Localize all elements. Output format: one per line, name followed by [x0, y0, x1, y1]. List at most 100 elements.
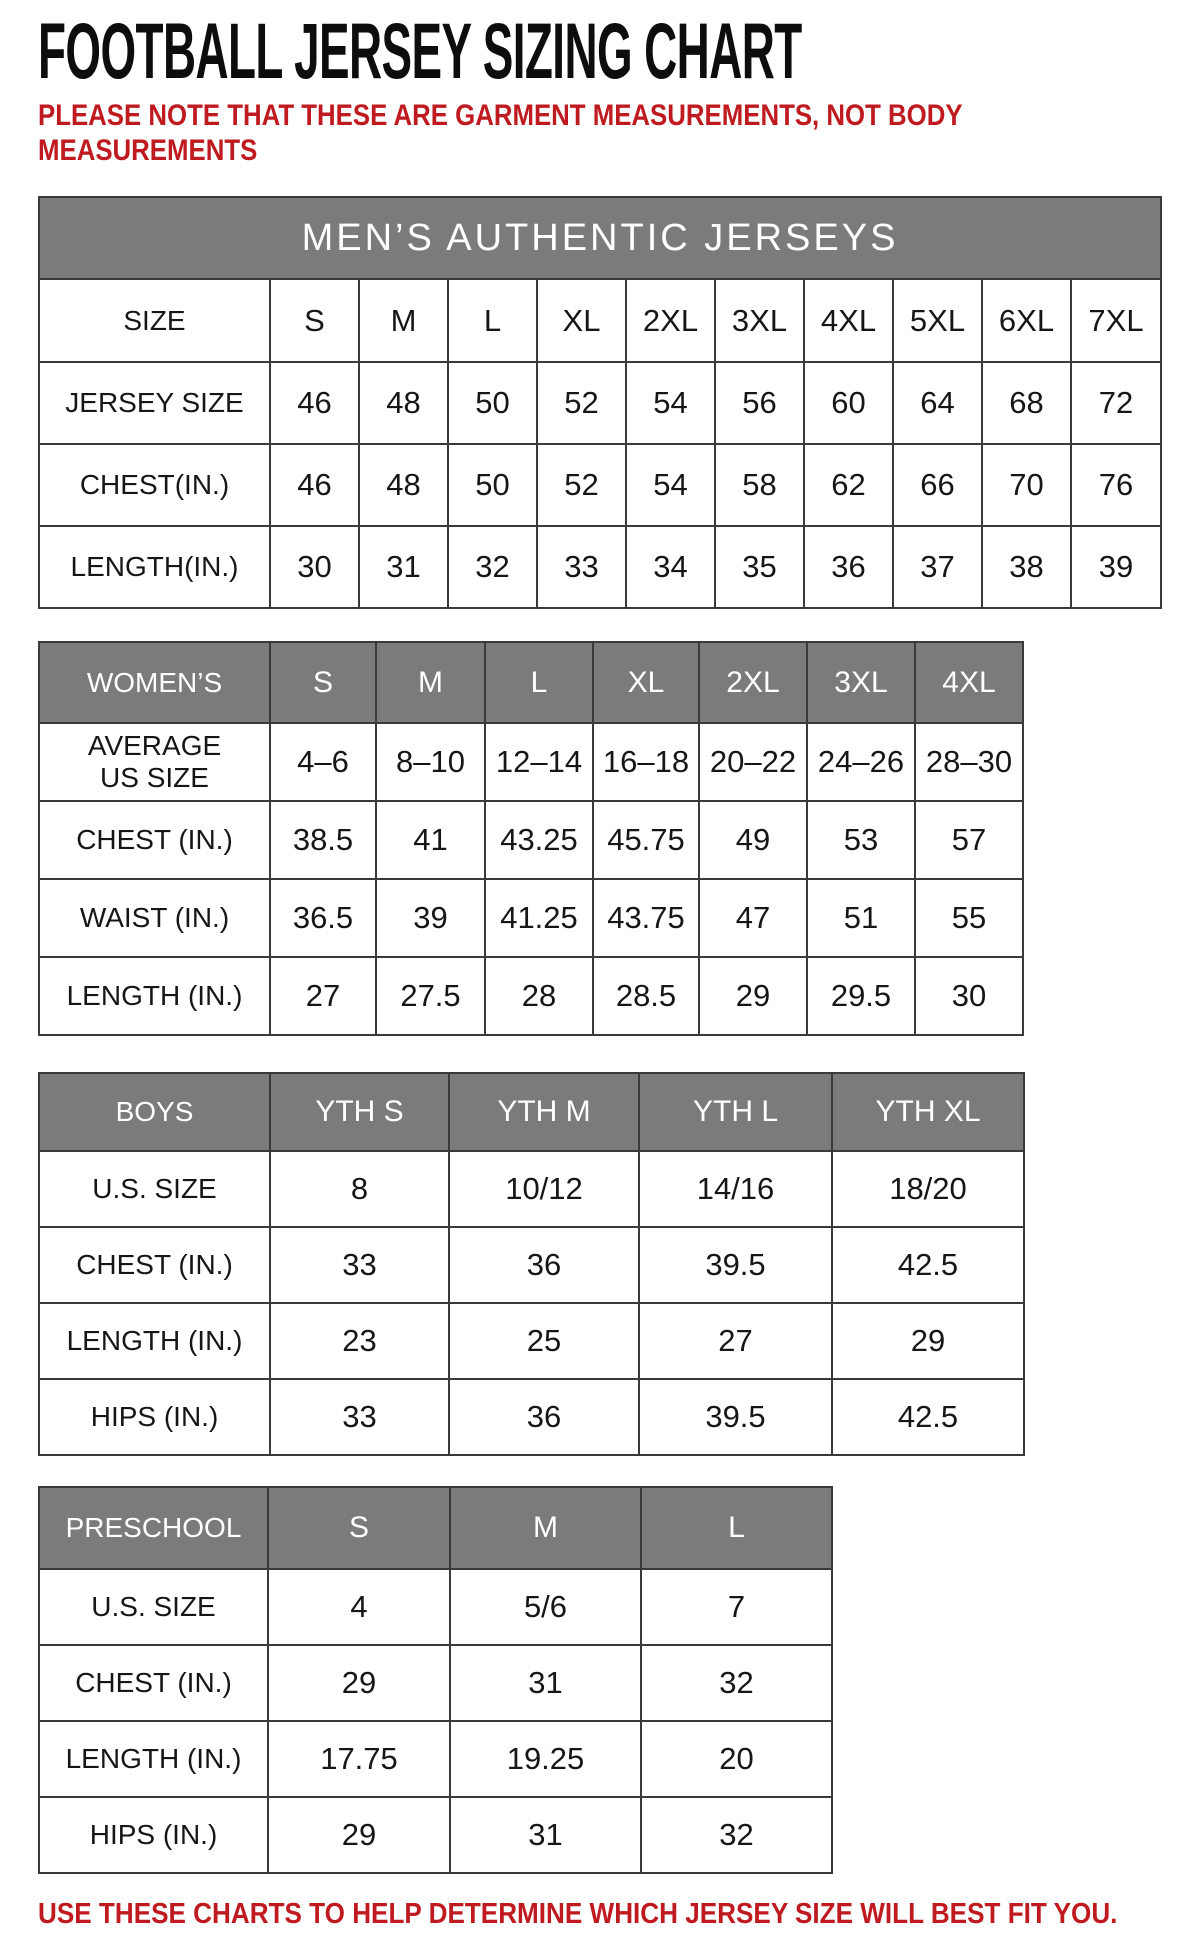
size-value-cell: 30: [269, 525, 360, 610]
size-column-header: M: [375, 641, 486, 725]
size-column-header: 3XL: [806, 641, 916, 725]
size-value-cell: 32: [640, 1796, 833, 1875]
size-value-cell: 62: [803, 443, 894, 528]
size-value-cell: 20: [640, 1720, 833, 1799]
size-value-cell: 36: [448, 1226, 640, 1305]
size-value-cell: 45.75: [592, 800, 700, 881]
size-value-cell: 4: [267, 1568, 451, 1647]
size-value-cell: 34: [625, 525, 716, 610]
size-value-cell: 39.5: [638, 1378, 833, 1457]
size-value-cell: 46: [269, 443, 360, 528]
size-value-cell: 19.25: [449, 1720, 642, 1799]
size-value-cell: 49: [698, 800, 808, 881]
size-value-cell: 41: [375, 800, 486, 881]
boys-jerseys-table: BOYS YTH S YTH M YTH L YTH XL U.S. SIZE 8 10/12…: [38, 1072, 1025, 1457]
size-value-cell: 41.25: [484, 878, 594, 959]
size-value-cell: 31: [449, 1644, 642, 1723]
size-value-cell: 27: [638, 1302, 833, 1381]
size-column-header: L: [640, 1486, 833, 1571]
size-column-header: M: [449, 1486, 642, 1571]
size-value-cell: 14/16: [638, 1150, 833, 1229]
size-value-cell: 60: [803, 361, 894, 446]
row-label: WAIST (IN.): [38, 878, 271, 959]
mens-authentic-jerseys-table: MEN’S AUTHENTIC JERSEYS SIZE S M L XL 2XL 3XL 4X…: [38, 196, 1162, 610]
size-column-header: M: [358, 278, 449, 364]
garment-measurements-note: PLEASE NOTE THAT THESE ARE GARMENT MEASU…: [38, 99, 963, 168]
row-label: LENGTH (IN.): [38, 1720, 269, 1799]
size-value-cell: 24–26: [806, 722, 916, 803]
size-column-header: YTH M: [448, 1072, 640, 1153]
size-value-cell: 72: [1070, 361, 1162, 446]
row-label: U.S. SIZE: [38, 1568, 269, 1647]
size-value-cell: 35: [714, 525, 805, 610]
size-value-cell: 43.75: [592, 878, 700, 959]
size-value-cell: 46: [269, 361, 360, 446]
row-label: AVERAGE US SIZE: [38, 722, 271, 803]
size-value-cell: 64: [892, 361, 983, 446]
size-value-cell: 16–18: [592, 722, 700, 803]
size-value-cell: 4–6: [269, 722, 377, 803]
row-label: JERSEY SIZE: [38, 361, 271, 446]
size-value-cell: 52: [536, 361, 627, 446]
size-value-cell: 70: [981, 443, 1072, 528]
size-value-cell: 50: [447, 361, 538, 446]
table-header-label: PRESCHOOL: [38, 1486, 269, 1571]
size-value-cell: 54: [625, 361, 716, 446]
page-title: FOOTBALL JERSEY SIZING CHART: [38, 6, 802, 95]
size-column-header: S: [269, 278, 360, 364]
size-value-cell: 39.5: [638, 1226, 833, 1305]
size-value-cell: 51: [806, 878, 916, 959]
size-value-cell: 68: [981, 361, 1072, 446]
size-value-cell: 18/20: [831, 1150, 1025, 1229]
size-value-cell: 76: [1070, 443, 1162, 528]
size-value-cell: 55: [914, 878, 1024, 959]
size-column-header: L: [484, 641, 594, 725]
size-value-cell: 20–22: [698, 722, 808, 803]
size-column-header: XL: [536, 278, 627, 364]
table-header-label: WOMEN’S: [38, 641, 271, 725]
size-value-cell: 50: [447, 443, 538, 528]
size-column-header: 5XL: [892, 278, 983, 364]
size-value-cell: 28: [484, 956, 594, 1037]
size-column-header: 7XL: [1070, 278, 1162, 364]
table-header-label: SIZE: [38, 278, 271, 364]
size-value-cell: 42.5: [831, 1378, 1025, 1457]
size-value-cell: 39: [1070, 525, 1162, 610]
womens-jerseys-table: WOMEN’S S M L XL 2XL 3XL 4XL AVERAGE US SIZE 4–6 8…: [38, 641, 1024, 1037]
size-column-header: YTH S: [269, 1072, 450, 1153]
size-value-cell: 29.5: [806, 956, 916, 1037]
size-value-cell: 29: [267, 1644, 451, 1723]
size-value-cell: 12–14: [484, 722, 594, 803]
size-value-cell: 27: [269, 956, 377, 1037]
size-value-cell: 28.5: [592, 956, 700, 1037]
footer-note: USE THESE CHARTS TO HELP DETERMINE WHICH…: [38, 1898, 1118, 1931]
size-value-cell: 54: [625, 443, 716, 528]
size-column-header: 2XL: [625, 278, 716, 364]
row-label: CHEST (IN.): [38, 1644, 269, 1723]
size-value-cell: 7: [640, 1568, 833, 1647]
size-value-cell: 39: [375, 878, 486, 959]
size-value-cell: 25: [448, 1302, 640, 1381]
size-column-header: 6XL: [981, 278, 1072, 364]
size-value-cell: 29: [831, 1302, 1025, 1381]
size-value-cell: 66: [892, 443, 983, 528]
size-value-cell: 57: [914, 800, 1024, 881]
size-value-cell: 33: [536, 525, 627, 610]
size-value-cell: 28–30: [914, 722, 1024, 803]
size-value-cell: 53: [806, 800, 916, 881]
size-value-cell: 48: [358, 361, 449, 446]
size-value-cell: 52: [536, 443, 627, 528]
row-label: CHEST (IN.): [38, 800, 271, 881]
row-label: LENGTH (IN.): [38, 1302, 271, 1381]
size-value-cell: 36.5: [269, 878, 377, 959]
size-value-cell: 8–10: [375, 722, 486, 803]
size-value-cell: 47: [698, 878, 808, 959]
row-label: HIPS (IN.): [38, 1378, 271, 1457]
size-value-cell: 10/12: [448, 1150, 640, 1229]
size-value-cell: 33: [269, 1226, 450, 1305]
size-value-cell: 48: [358, 443, 449, 528]
size-value-cell: 33: [269, 1378, 450, 1457]
size-value-cell: 38.5: [269, 800, 377, 881]
size-value-cell: 31: [449, 1796, 642, 1875]
size-value-cell: 42.5: [831, 1226, 1025, 1305]
